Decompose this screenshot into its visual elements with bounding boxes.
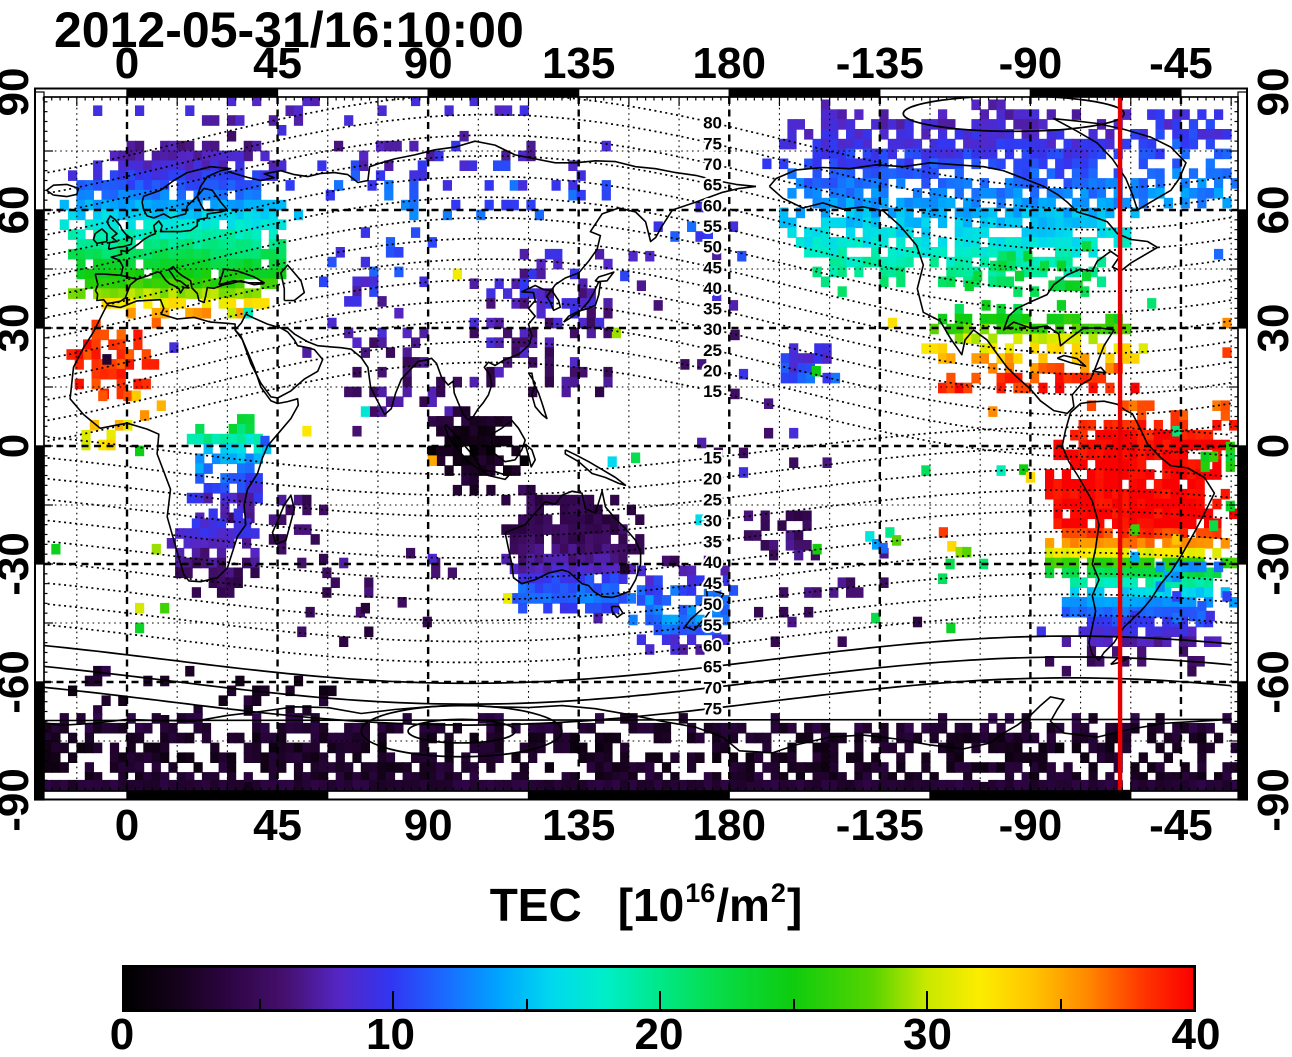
lon-tick-label-bottom: 90 [403, 801, 453, 850]
lat-tick-label-left: -60 [0, 650, 38, 714]
colorbar-quantity-label: TEC [489, 879, 582, 931]
lat-tick-label-right: -30 [1249, 532, 1292, 596]
contour-label: 30 [703, 511, 722, 530]
contour-label: 50 [703, 238, 722, 257]
lat-tick-label-left: 60 [0, 185, 38, 235]
lon-tick-label-bottom: 0 [114, 801, 140, 850]
contour-label: 70 [703, 155, 722, 174]
contour-label: 20 [703, 362, 722, 381]
contour-label: 30 [703, 320, 722, 339]
colorbar-tick [792, 999, 795, 1009]
lon-tick-label-bottom: 180 [692, 801, 766, 850]
lat-tick-label-right: 60 [1249, 185, 1292, 235]
colorbar-tick [392, 991, 394, 1009]
colorbar-tick-label: 0 [109, 1010, 135, 1057]
lon-tick-label-bottom: -90 [998, 801, 1063, 850]
graticule [44, 97, 1238, 791]
contour-label: 80 [703, 114, 722, 133]
lon-tick-label-bottom: 135 [541, 801, 616, 850]
lon-tick-label-bottom: -45 [1149, 801, 1213, 850]
contour-label: 40 [703, 553, 722, 572]
contour-label: 25 [703, 491, 722, 510]
contour-label: 70 [703, 678, 722, 697]
contour-label: 55 [703, 616, 722, 635]
lon-tick-label-top: -90 [998, 39, 1063, 88]
colorbar-tick [258, 999, 261, 1009]
contour-label: 75 [703, 699, 722, 718]
lat-tick-label-left: 90 [0, 67, 38, 117]
red-meridian-line [1117, 97, 1123, 791]
colorbar-tick [525, 999, 528, 1009]
contour-label: 45 [703, 258, 722, 277]
lon-tick-label-top: -45 [1149, 39, 1213, 88]
colorbar-unit-exponent: 16 [685, 878, 716, 908]
lat-tick-label-right: 30 [1249, 303, 1292, 353]
contour-label: 75 [703, 134, 722, 153]
contour-label: 50 [703, 595, 722, 614]
lon-tick-label-bottom: 45 [253, 801, 303, 850]
contour-label: 65 [703, 176, 722, 195]
lat-tick-label-left: 30 [0, 303, 38, 353]
colorbar-unit-suffix: ] [786, 879, 803, 931]
lon-tick-label-top: 90 [403, 39, 453, 88]
contour-label: 45 [703, 574, 722, 593]
contour-label: 15 [703, 449, 722, 468]
contour-label: 60 [703, 196, 722, 215]
lat-tick-label-right: 90 [1249, 67, 1292, 117]
contour-labels: 8075706560555045403530252015152025303540… [701, 112, 724, 721]
colorbar-tick-label: 10 [366, 1010, 415, 1057]
lat-tick-label-right: -90 [1249, 768, 1292, 832]
contour-label: 35 [703, 300, 722, 319]
contour-label: 60 [703, 637, 722, 656]
lon-tick-label-top: 135 [541, 39, 616, 88]
colorbar-unit-mid: /m [716, 879, 770, 931]
lat-tick-label-left: 0 [0, 434, 38, 458]
contour-label: 55 [703, 217, 722, 236]
lat-tick-label-left: -30 [0, 532, 38, 596]
contour-label: 35 [703, 532, 722, 551]
colorbar-tick-label: 40 [1171, 1010, 1221, 1057]
contour-label: 25 [703, 341, 722, 360]
lat-tick-label-left: -90 [0, 768, 38, 832]
lat-tick-label-right: -60 [1249, 650, 1292, 714]
red-meridian-line-mark [1117, 97, 1123, 791]
colorbar-tick [1059, 999, 1062, 1009]
contour-label: 15 [703, 382, 722, 401]
tec-cells [44, 97, 1238, 791]
colorbar-tick-label: 30 [903, 1010, 952, 1057]
lon-tick-label-top: 0 [114, 39, 140, 88]
lon-tick-label-top: 180 [692, 39, 766, 88]
timestamp-title: 2012-05-31/16:10:00 [54, 2, 524, 58]
lon-tick-label-top: 45 [253, 39, 303, 88]
colorbar [122, 965, 1196, 1012]
lon-tick-label-top: -135 [835, 39, 924, 88]
axis-ticks [42, 97, 1238, 791]
contour-label: 40 [703, 279, 722, 298]
zebra-frame [34, 87, 1248, 801]
colorbar-unit-exponent2: 2 [770, 878, 786, 908]
lat-tick-label-right: 0 [1249, 434, 1292, 458]
magnetic-contours [44, 97, 1232, 758]
colorbar-unit-prefix: [10 [617, 879, 685, 931]
colorbar-tick [659, 991, 661, 1009]
contour-label: 20 [703, 470, 722, 489]
colorbar-tick-label: 20 [634, 1010, 684, 1057]
colorbar-title: TEC [1016/m2] [0, 878, 1292, 932]
lon-tick-label-bottom: -135 [835, 801, 924, 850]
contour-label: 65 [703, 658, 722, 677]
colorbar-tick [926, 991, 928, 1009]
